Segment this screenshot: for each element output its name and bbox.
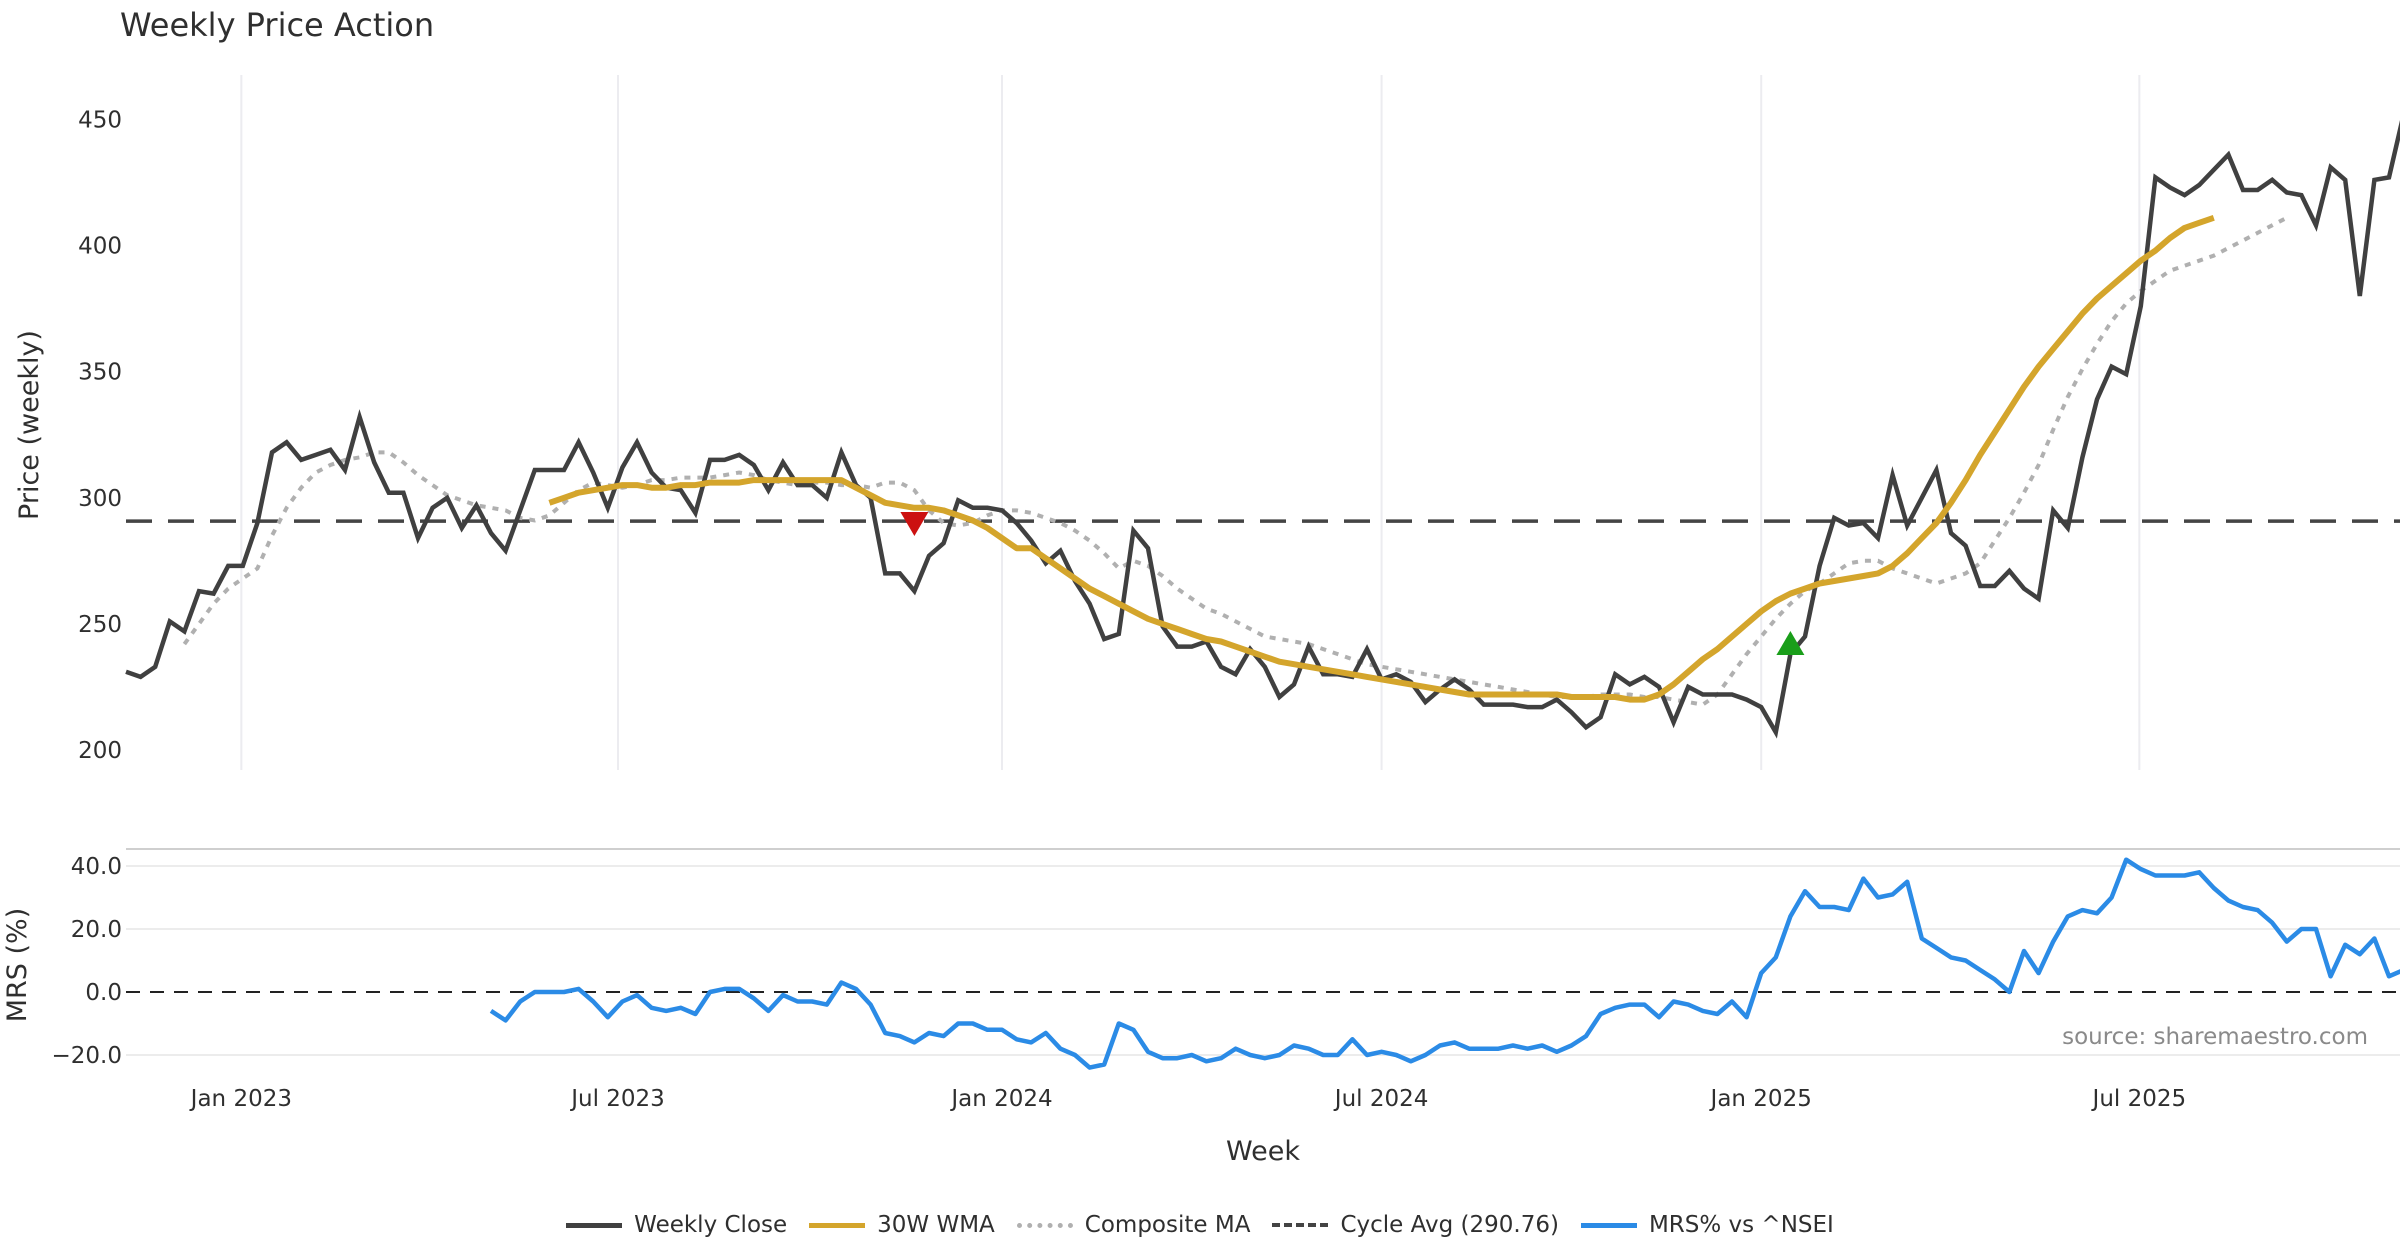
x-tick-label: Jul 2025 (2091, 1086, 2187, 1112)
mrs-grid (126, 865, 2400, 1056)
legend-item-cycle-avg[interactable]: Cycle Avg (290.76) (1272, 1212, 1559, 1238)
legend-swatch-cycle-avg (1272, 1223, 1329, 1227)
mrs-y-axis-label: MRS (%) (2, 908, 33, 1023)
legend-item-30w-wma[interactable]: 30W WMA (809, 1212, 995, 1238)
legend-swatch-weekly-close (566, 1222, 623, 1228)
legend-label: Composite MA (1084, 1212, 1251, 1238)
price-y-tick-label: 250 (78, 612, 122, 638)
mrs-y-tick-label: −20.0 (52, 1043, 122, 1069)
x-tick-label: Jan 2025 (1709, 1086, 1812, 1112)
price-grid (240, 75, 2141, 770)
chart-title: Weekly Price Action (120, 6, 435, 44)
source-note: source: sharemaestro.com (2062, 1024, 2368, 1050)
legend-swatch-composite-ma (1016, 1222, 1073, 1228)
legend-item-mrs[interactable]: MRS% vs ^NSEI (1580, 1212, 1834, 1238)
x-axis-label: Week (1226, 1136, 1300, 1167)
price-y-tick-label: 300 (78, 486, 122, 512)
price-y-tick-label: 350 (78, 360, 122, 386)
composite-ma-line (182, 216, 2288, 707)
x-tick-label: Jan 2024 (949, 1086, 1052, 1112)
sell-signal-marker (900, 511, 929, 536)
buy-signal-marker (1776, 631, 1805, 656)
mrs-y-tick-label: 20.0 (71, 917, 122, 943)
x-ticks: Jan 2023 Jul 2023 Jan 2024 Jul 2024 Jan 2025… (189, 1086, 2186, 1112)
legend-item-composite-ma[interactable]: Composite MA (1016, 1212, 1251, 1238)
price-y-tick-label: 200 (78, 738, 122, 764)
weekly-close-line (125, 119, 2400, 739)
price-y-axis-label: Price (weekly) (14, 330, 45, 520)
legend-swatch-30w-wma (809, 1222, 866, 1228)
mrs-y-tick-label: 0.0 (85, 980, 122, 1006)
mrs-y-ticks: 40.0 20.0 0.0 −20.0 (52, 854, 122, 1069)
x-tick-label: Jul 2023 (569, 1086, 665, 1112)
legend-swatch-mrs (1580, 1222, 1637, 1228)
mrs-line (489, 857, 2400, 1070)
x-tick-label: Jan 2023 (189, 1086, 292, 1112)
legend-label: MRS% vs ^NSEI (1648, 1212, 1834, 1238)
legend: Weekly Close 30W WMA Composite MA Cycle … (0, 1212, 2400, 1238)
x-tick-label: Jul 2024 (1333, 1086, 1429, 1112)
mrs-y-tick-label: 40.0 (71, 854, 122, 880)
wma-30w-line (548, 214, 2215, 703)
price-y-tick-label: 450 (78, 107, 122, 133)
legend-label: Weekly Close (634, 1212, 788, 1238)
legend-label: Cycle Avg (290.76) (1340, 1212, 1559, 1238)
series-layer (125, 119, 2400, 1070)
legend-label: 30W WMA (877, 1212, 995, 1238)
price-y-ticks: 200 250 300 350 400 450 (78, 107, 122, 764)
legend-item-weekly-close[interactable]: Weekly Close (566, 1212, 787, 1238)
price-y-tick-label: 400 (78, 234, 122, 260)
